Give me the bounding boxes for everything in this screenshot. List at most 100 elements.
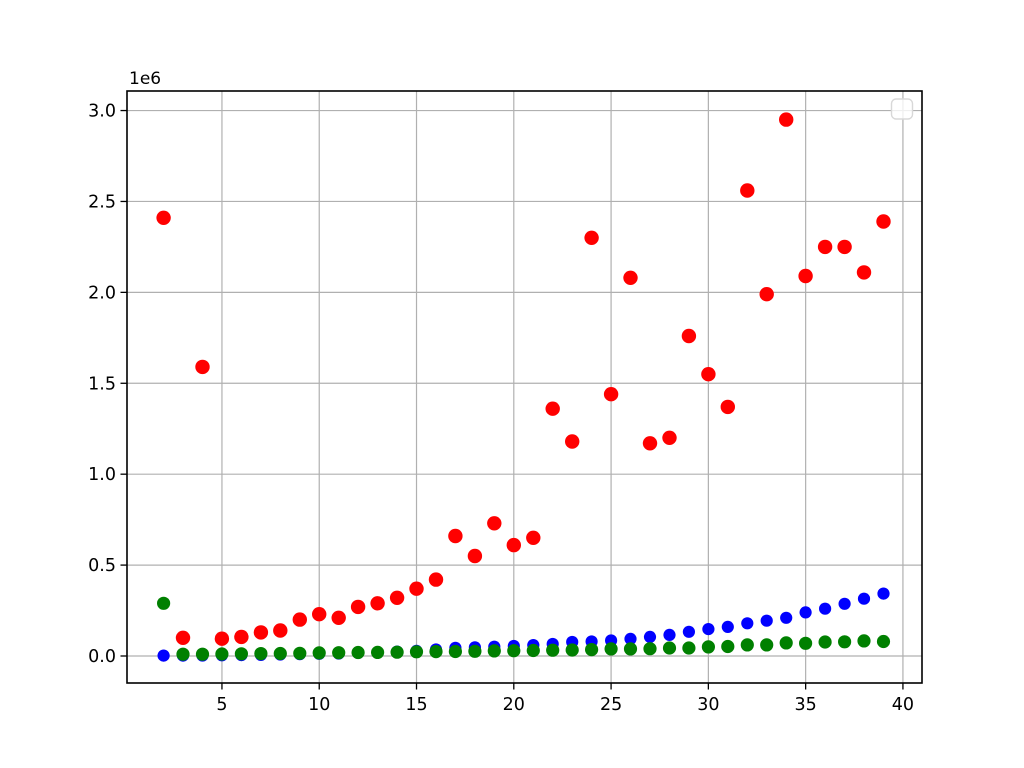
red-series-point [526, 530, 541, 545]
x-tick-label: 40 [892, 695, 914, 715]
green-series-point [682, 641, 696, 655]
green-series-point [409, 645, 424, 659]
red-series-point [331, 610, 346, 625]
legend [890, 98, 914, 120]
green-series-point [876, 634, 891, 649]
green-series-point [487, 644, 501, 658]
axis-ticks [120, 109, 904, 690]
green-series-point [448, 644, 462, 659]
green-series-point [351, 645, 365, 660]
y-axis-tick-labels: 0.0 0.5 1.0 1.5 2.0 2.5 3.0 [88, 102, 116, 667]
blue-series-point [643, 630, 657, 644]
green-series-point [701, 640, 716, 654]
green-series-point [799, 636, 813, 650]
y-tick-label: 1.5 [88, 374, 116, 394]
x-tick-label: 30 [697, 695, 719, 715]
green-series-point [293, 646, 307, 660]
blue-series-point [857, 592, 871, 605]
green-series-point [468, 644, 482, 658]
y-tick-label: 3.0 [88, 102, 116, 122]
blue-series-point [877, 587, 890, 600]
red-series-point [253, 625, 269, 640]
x-tick-label: 10 [308, 695, 330, 715]
green-series-point [838, 635, 852, 649]
red-series-point [273, 623, 288, 638]
green-series-point [740, 638, 754, 652]
red-series-point [195, 359, 210, 375]
green-series-point [526, 643, 540, 658]
red-series-point [720, 399, 735, 415]
y-tick-label: 1.0 [88, 465, 116, 485]
red-series-point [584, 230, 599, 245]
green-series-point [195, 647, 210, 661]
red-series-point [487, 516, 502, 531]
y-tick-label: 2.0 [88, 283, 116, 303]
green-series-point [565, 643, 579, 657]
red-series-point [214, 631, 230, 646]
red-series-point [759, 287, 774, 302]
green-series-point [585, 643, 599, 657]
x-tick-label: 35 [795, 695, 817, 715]
red-series-point [292, 612, 307, 627]
green-series-point [818, 635, 832, 649]
x-tick-label: 25 [600, 695, 622, 715]
blue-series-point [663, 628, 676, 642]
red-series-point [389, 590, 405, 605]
red-series-point [565, 434, 580, 449]
green-series-point [779, 636, 793, 650]
red-series-point [409, 581, 424, 596]
y-tick-label: 0.0 [88, 647, 116, 667]
green-series-point [371, 645, 385, 660]
y-tick-label: 2.5 [88, 192, 116, 212]
x-axis-tick-labels: 5 10 15 20 25 30 35 40 [216, 695, 914, 715]
green-series-point [857, 634, 871, 648]
x-tick-label: 15 [405, 695, 427, 715]
blue-series-point [838, 597, 851, 610]
green-series-point [234, 647, 248, 661]
blue-series-point [721, 620, 734, 634]
blue-series-point [799, 606, 812, 619]
red-series-point [681, 328, 697, 344]
green-series-point [760, 638, 774, 652]
red-series-point [312, 607, 327, 622]
blue-series-point [760, 614, 773, 627]
red-series-point [740, 183, 755, 198]
red-series-point [623, 270, 638, 285]
red-series-point [856, 265, 872, 280]
green-series-point [157, 596, 171, 610]
red-series-point [545, 401, 560, 416]
red-series-point [370, 596, 385, 611]
blue-series-point [780, 611, 793, 624]
red-series-point [175, 630, 191, 645]
red-series-point [428, 572, 444, 587]
green-series-point [507, 644, 521, 658]
red-series-point [876, 214, 891, 229]
red-series-point [350, 599, 366, 615]
green-series-point [546, 643, 560, 657]
green-series-point [312, 646, 326, 660]
green-series-point [662, 641, 677, 655]
blue-series-point [819, 602, 832, 615]
red-series-point [701, 367, 716, 382]
green-series-point [721, 639, 735, 654]
plot-frame [126, 90, 923, 684]
x-tick-label: 5 [216, 695, 227, 715]
green-series-point [176, 647, 190, 661]
x-tick-label: 20 [503, 695, 525, 715]
red-series-point [467, 548, 483, 564]
blue-series-point [624, 632, 637, 646]
red-series-point [448, 528, 463, 544]
green-series-point [390, 645, 404, 659]
red-series-point [779, 112, 794, 127]
red-series-point [817, 239, 833, 255]
red-series-point [642, 436, 658, 451]
red-series-point [506, 537, 521, 553]
green-series-point [254, 647, 268, 661]
green-series-point [215, 647, 229, 661]
green-series-point [623, 642, 638, 656]
red-series-point [234, 629, 249, 645]
red-series-point [662, 430, 677, 445]
green-series-point [273, 646, 287, 661]
